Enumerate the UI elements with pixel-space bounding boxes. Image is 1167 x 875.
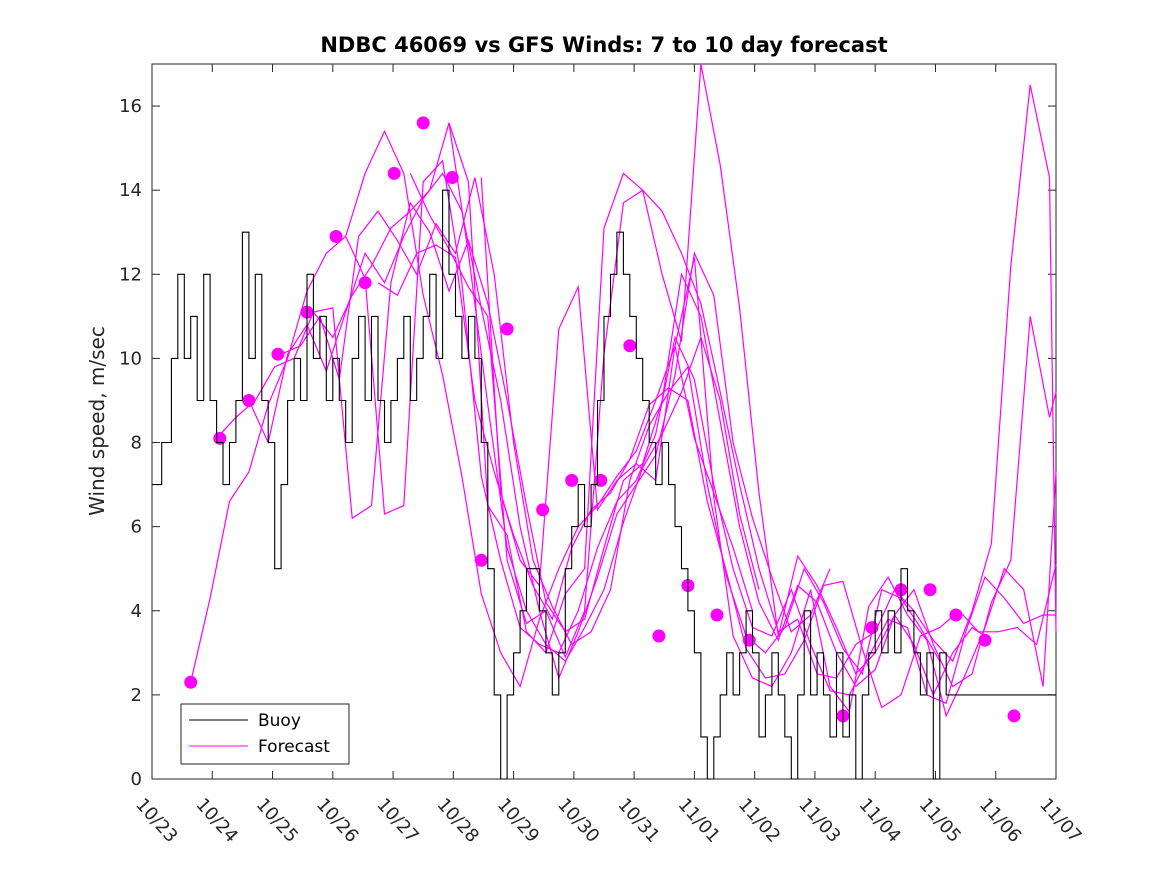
forecast-marker: [445, 171, 459, 185]
forecast-marker: [865, 621, 879, 635]
forecast-marker: [474, 553, 488, 567]
forecast-marker: [536, 503, 550, 517]
y-tick-label: 10: [119, 348, 142, 369]
y-tick-label: 8: [131, 433, 142, 454]
forecast-marker: [623, 339, 637, 353]
y-axis-label: Wind speed, m/sec: [85, 326, 109, 516]
forecast-marker: [652, 629, 666, 643]
legend-forecast-label: Forecast: [258, 737, 330, 757]
legend-buoy-label: Buoy: [258, 711, 301, 731]
forecast-marker: [329, 229, 343, 243]
y-tick-label: 12: [119, 264, 142, 285]
forecast-marker: [500, 322, 514, 336]
forecast-marker: [242, 393, 256, 407]
forecast-marker: [358, 276, 372, 290]
forecast-marker: [949, 608, 963, 622]
buoy-line: [152, 189, 1056, 780]
forecast-marker: [416, 116, 430, 130]
y-tick-label: 6: [131, 517, 142, 538]
forecast-line-1: [190, 129, 754, 689]
legend-box: [180, 703, 350, 765]
y-tick-label: 4: [131, 601, 142, 622]
y-tick-label: 16: [119, 96, 142, 117]
forecast-line-4: [280, 177, 941, 676]
forecast-marker: [184, 675, 198, 689]
y-tick-label: 0: [131, 769, 142, 790]
y-tick-label: 2: [131, 685, 142, 706]
forecast-marker: [742, 633, 756, 647]
forecast-marker: [710, 608, 724, 622]
forecast-marker: [923, 583, 937, 597]
forecast-line-9: [448, 63, 1057, 688]
plot-area: [151, 63, 1057, 780]
forecast-marker: [1007, 709, 1021, 723]
forecast-marker: [387, 166, 401, 180]
forecast-markers: [184, 116, 1021, 723]
chart-title: NDBC 46069 vs GFS Winds: 7 to 10 day for…: [320, 33, 887, 57]
y-tick-label: 14: [119, 180, 142, 201]
forecast-marker: [565, 473, 579, 487]
forecast-line-5: [313, 201, 992, 697]
y-axis-ticks: 0 2 4 6 8 10 12 14 16: [119, 96, 1056, 790]
forecast-marker: [978, 633, 992, 647]
legend: Buoy Forecast: [180, 703, 350, 765]
buoy-series: [152, 189, 1056, 780]
forecast-line-7: [377, 244, 1057, 709]
forecast-marker: [271, 347, 285, 361]
